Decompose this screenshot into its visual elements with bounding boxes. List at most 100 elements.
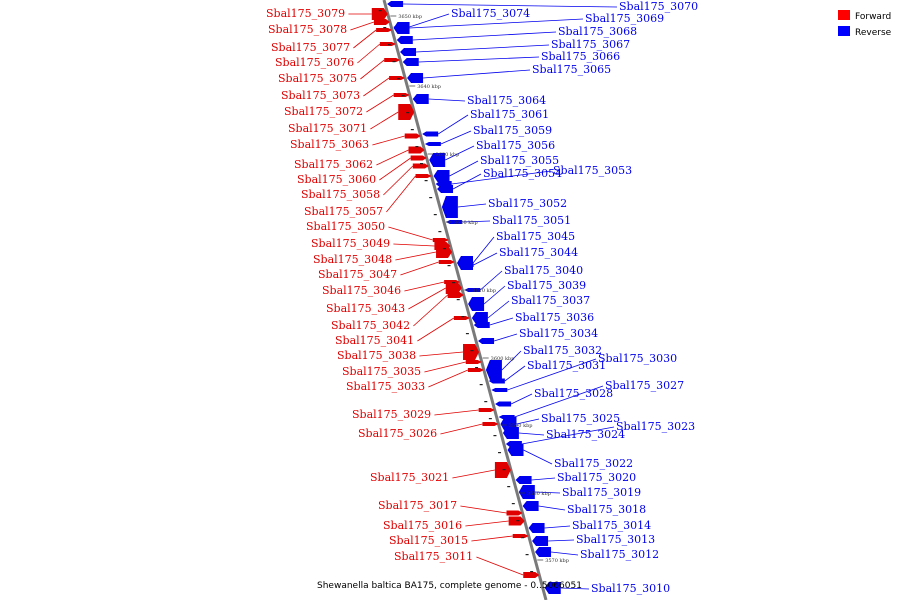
leader-lines bbox=[348, 3, 618, 590]
reverse-gene-label: Sbal175_3023 bbox=[616, 420, 695, 433]
legend-reverse-swatch bbox=[838, 26, 850, 36]
reverse-gene-label: Sbal175_3039 bbox=[507, 279, 586, 292]
reverse-gene-leader bbox=[480, 270, 503, 291]
reverse-gene-label: Sbal175_3061 bbox=[470, 108, 549, 121]
reverse-gene-leader bbox=[489, 317, 514, 326]
legend-forward-label: Forward bbox=[855, 12, 891, 22]
reverse-gene-leader bbox=[437, 114, 469, 135]
backbone-marker bbox=[507, 486, 511, 488]
forward-gene-feature bbox=[376, 28, 393, 32]
backbone-marker bbox=[447, 265, 451, 267]
forward-gene-leader bbox=[388, 226, 433, 241]
backbone-marker bbox=[502, 469, 506, 471]
reverse-gene-label: Sbal175_3010 bbox=[591, 582, 670, 595]
forward-gene-leader bbox=[434, 409, 479, 416]
forward-gene-leader bbox=[366, 94, 394, 113]
reverse-gene-feature bbox=[412, 94, 429, 104]
forward-gene-feature bbox=[465, 360, 482, 364]
reverse-gene-feature bbox=[387, 1, 404, 7]
backbone-marker bbox=[383, 27, 387, 29]
reverse-gene-leader bbox=[457, 203, 487, 208]
reverse-gene-label: Sbal175_3044 bbox=[499, 246, 578, 259]
reverse-gene-feature bbox=[433, 170, 450, 182]
backbone-marker bbox=[475, 367, 479, 369]
backbone-marker bbox=[498, 452, 502, 454]
reverse-gene-leader bbox=[423, 69, 531, 79]
forward-gene-label: Sbal175_3075 bbox=[278, 72, 357, 85]
forward-gene-feature bbox=[506, 510, 523, 516]
forward-gene-label: Sbal175_3011 bbox=[394, 550, 473, 563]
forward-gene-label: Sbal175_3078 bbox=[268, 23, 347, 36]
forward-gene-label: Sbal175_3047 bbox=[318, 268, 397, 281]
reverse-gene-label: Sbal175_3069 bbox=[585, 12, 664, 25]
reverse-gene-feature bbox=[535, 547, 552, 557]
gene-features bbox=[371, 1, 561, 594]
backbone-marker bbox=[420, 163, 424, 165]
forward-gene-feature bbox=[410, 155, 427, 161]
forward-gene-feature bbox=[415, 174, 432, 178]
reverse-gene-feature bbox=[488, 378, 505, 384]
reverse-gene-feature bbox=[400, 48, 417, 56]
forward-gene-leader bbox=[363, 77, 390, 97]
forward-gene-feature bbox=[482, 422, 499, 426]
reverse-gene-label: Sbal175_3068 bbox=[558, 25, 637, 38]
backbone-marker bbox=[493, 435, 497, 437]
forward-gene-leader bbox=[440, 423, 483, 435]
reverse-gene-leader bbox=[560, 587, 590, 590]
backbone-marker bbox=[433, 214, 437, 216]
reverse-gene-leader bbox=[493, 333, 518, 342]
reverse-gene-leader bbox=[451, 170, 552, 185]
forward-gene-label: Sbal175_3042 bbox=[331, 319, 410, 332]
reverse-gene-leader bbox=[521, 426, 615, 445]
forward-gene-label: Sbal175_3015 bbox=[389, 534, 468, 547]
reverse-gene-label: Sbal175_3065 bbox=[532, 63, 611, 76]
reverse-gene-label: Sbal175_3037 bbox=[511, 294, 590, 307]
forward-gene-feature bbox=[432, 238, 449, 242]
reverse-gene-label: Sbal175_3070 bbox=[619, 0, 698, 13]
backbone-marker bbox=[530, 571, 534, 573]
reverse-gene-leader bbox=[428, 98, 466, 102]
reverse-gene-leader bbox=[445, 145, 475, 161]
reverse-gene-leader bbox=[487, 300, 510, 319]
reverse-gene-leader bbox=[534, 491, 561, 494]
reverse-gene-leader bbox=[504, 365, 526, 382]
reverse-gene-label: Sbal175_3045 bbox=[496, 230, 575, 243]
reverse-gene-feature bbox=[515, 476, 532, 484]
backbone-marker bbox=[456, 299, 460, 301]
forward-gene-label: Sbal175_3062 bbox=[294, 158, 373, 171]
reverse-gene-feature bbox=[532, 536, 549, 546]
reverse-gene-label: Sbal175_3025 bbox=[541, 412, 620, 425]
reverse-gene-feature bbox=[473, 322, 490, 328]
forward-gene-label: Sbal175_3038 bbox=[337, 349, 416, 362]
reverse-gene-feature bbox=[485, 360, 502, 380]
backbone-marker bbox=[520, 537, 524, 539]
reverse-gene-feature bbox=[471, 312, 488, 324]
reverse-gene-leader bbox=[472, 236, 495, 264]
reverse-gene-leader bbox=[550, 551, 579, 556]
backbone-marker bbox=[397, 78, 401, 80]
forward-gene-feature bbox=[371, 8, 388, 20]
reverse-gene-feature bbox=[478, 338, 495, 344]
scale-tick-label: 3570 kbp bbox=[545, 558, 569, 564]
forward-gene-label: Sbal175_3026 bbox=[358, 427, 437, 440]
reverse-gene-label: Sbal175_3027 bbox=[605, 379, 684, 392]
forward-gene-leader bbox=[400, 261, 439, 276]
forward-gene-leader bbox=[372, 135, 405, 146]
reverse-gene-label: Sbal175_3032 bbox=[523, 344, 602, 357]
scale-ticks: 3650 kbp 3640 kbp 3630 kbp 3620 kbp 3610 kbp… bbox=[390, 14, 569, 564]
reverse-gene-leader bbox=[418, 56, 540, 63]
forward-gene-label: Sbal175_3029 bbox=[352, 408, 431, 421]
genome-caption: Shewanella baltica BA175, complete genom… bbox=[317, 581, 582, 591]
reverse-gene-feature bbox=[435, 181, 452, 187]
reverse-gene-feature bbox=[468, 297, 485, 311]
reverse-gene-feature bbox=[407, 73, 424, 83]
forward-gene-leader bbox=[476, 556, 524, 576]
backbone-marker bbox=[406, 112, 410, 114]
reverse-gene-feature bbox=[429, 153, 446, 167]
forward-gene-label: Sbal175_3079 bbox=[266, 7, 345, 20]
forward-gene-feature bbox=[453, 316, 470, 320]
forward-gene-label: Sbal175_3050 bbox=[306, 220, 385, 233]
forward-gene-leader bbox=[370, 111, 399, 130]
forward-gene-label: Sbal175_3072 bbox=[284, 105, 363, 118]
forward-gene-label: Sbal175_3060 bbox=[297, 173, 376, 186]
